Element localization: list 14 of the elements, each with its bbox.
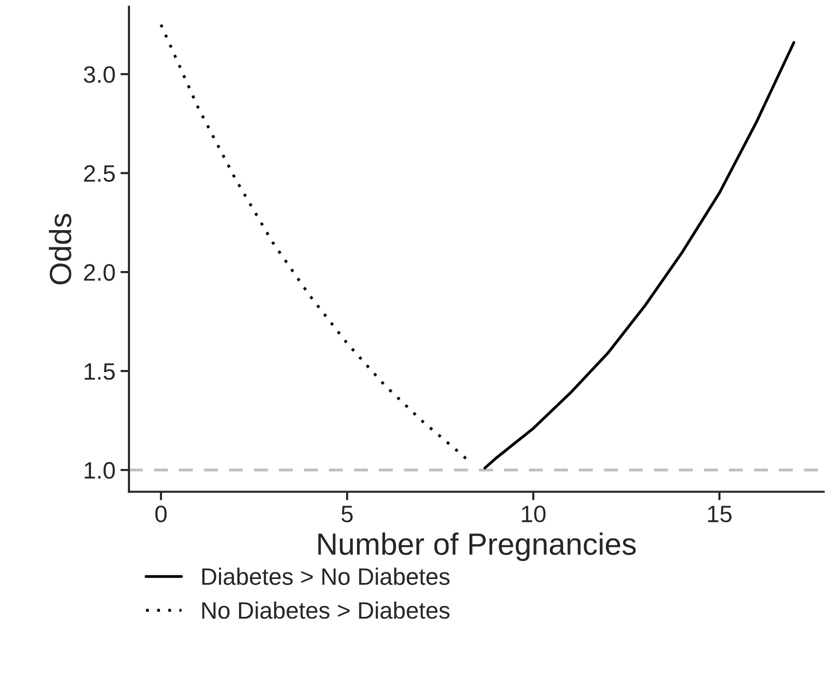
x-tick-label: 10 [522, 506, 546, 522]
legend-label: Diabetes > No Diabetes [202, 568, 450, 585]
legend-label: No Diabetes > Diabetes [202, 601, 450, 619]
y-tick-label: 2.0 [84, 264, 115, 281]
y-tick-label: 1.0 [84, 462, 115, 479]
y-tick-label: 2.5 [84, 165, 115, 182]
y-tick-label: 1.5 [84, 363, 115, 380]
x-axis-title: Number of Pregnancies [318, 532, 636, 562]
x-tick-label: 15 [708, 506, 732, 522]
x-tick-label: 0 [155, 506, 167, 522]
x-tick-label: 5 [342, 506, 353, 522]
y-axis-title: Odds [48, 214, 72, 284]
line-series [483, 41, 796, 470]
y-tick-label: 3.0 [84, 66, 115, 83]
